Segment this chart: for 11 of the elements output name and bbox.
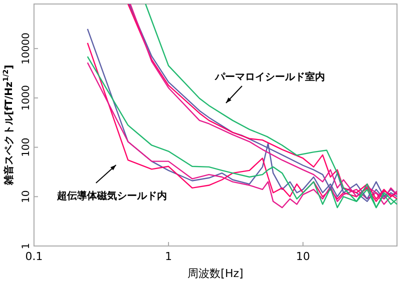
x-tick-label: 1 xyxy=(164,250,172,263)
annotation: パーマロイシールド室内 xyxy=(214,71,325,83)
annotation: 超伝導体磁気シールド内 xyxy=(56,190,167,202)
y-tick-label: 10 xyxy=(21,190,32,204)
x-axis-title: 周波数[Hz] xyxy=(188,267,244,280)
x-tick-label: 10 xyxy=(296,250,310,263)
x-tick-label: 0.1 xyxy=(25,250,43,263)
y-tick-label: 1000 xyxy=(21,85,32,111)
y-tick-label: 1 xyxy=(21,242,32,250)
y-tick-label: 10000 xyxy=(21,32,32,64)
y-tick-label: 100 xyxy=(21,138,32,157)
